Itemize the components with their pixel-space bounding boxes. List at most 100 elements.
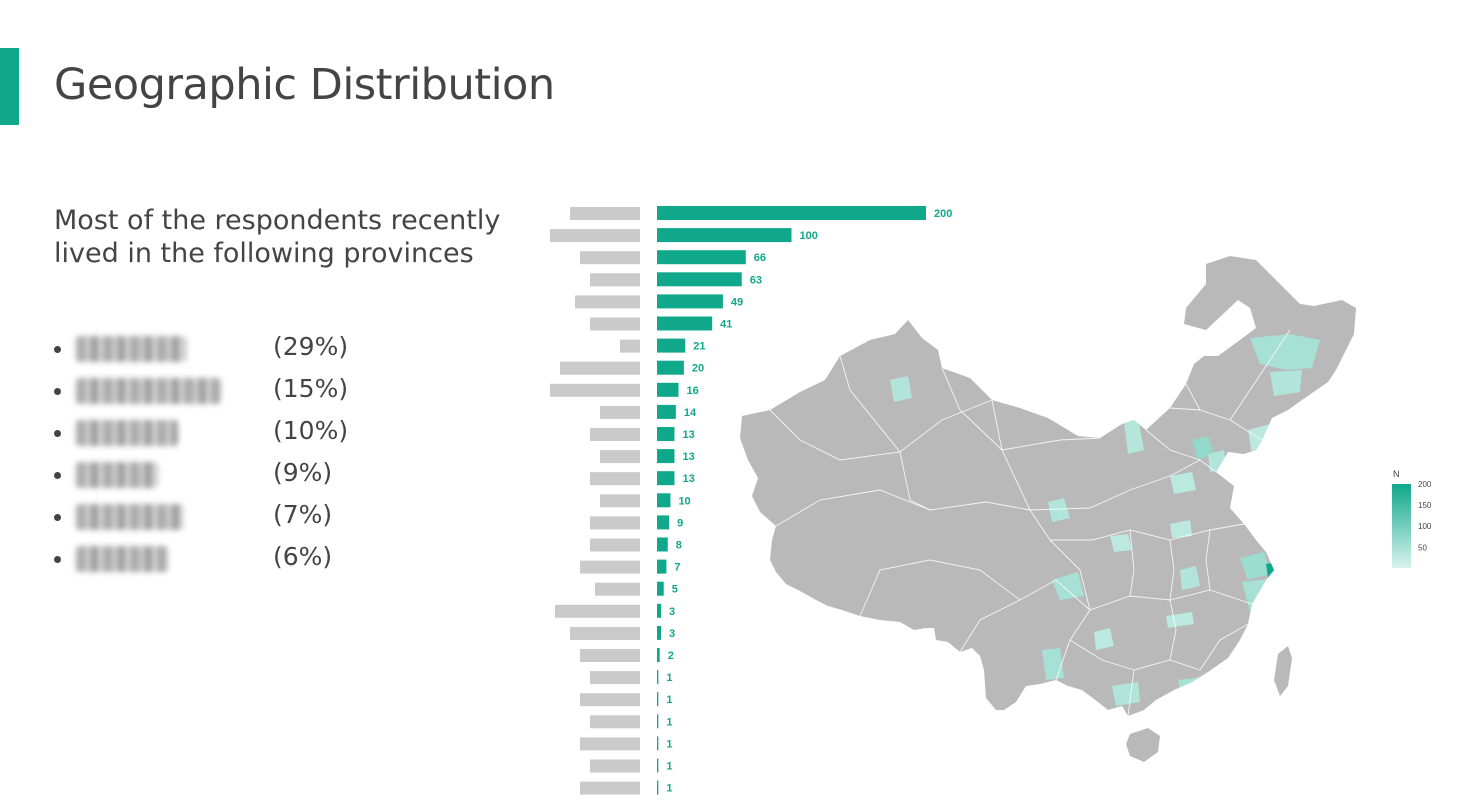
region-shandong: [1238, 472, 1270, 496]
bar: [657, 559, 667, 574]
province-percent: (7%): [273, 500, 333, 529]
legend-ticks: 200 150 100 50: [1418, 480, 1432, 552]
legend-tick-label: 150: [1418, 501, 1432, 510]
bar-value-label: 2: [668, 650, 674, 662]
bar-value-label: 200: [934, 208, 952, 220]
province-list-item: (9%): [54, 456, 374, 498]
title-accent-bar: [0, 48, 19, 125]
province-list-item: (10%): [54, 414, 374, 456]
legend-title: N: [1393, 469, 1400, 479]
bar-category-label-blurred: [590, 472, 640, 486]
bar: [657, 581, 664, 596]
bar: [657, 228, 792, 243]
bar: [657, 670, 659, 685]
bullet-icon: [54, 430, 61, 437]
bar: [657, 294, 723, 309]
bar-value-label: 20: [692, 363, 704, 375]
province-borders: [769, 329, 1291, 716]
color-legend: N 200 150 100 50: [1392, 469, 1432, 568]
bar-value-label: 1: [666, 783, 672, 795]
bar-value-label: 1: [666, 672, 672, 684]
province-name-blurred: [76, 336, 186, 362]
province-name-blurred: [76, 378, 221, 404]
bar-category-label-blurred: [580, 560, 640, 574]
china-choropleth-map: [740, 256, 1356, 762]
bar-category-label-blurred: [550, 383, 640, 397]
province-name-blurred: [76, 504, 184, 530]
bar-value-label: 3: [669, 628, 675, 640]
bar: [657, 316, 713, 331]
bar-category-label-blurred: [590, 317, 640, 331]
province-name-blurred: [76, 420, 178, 446]
bar-category-label-blurred: [620, 339, 640, 353]
bar: [657, 404, 676, 419]
province-list: (29%) (15%) (10%) (9%) (7%) (6%): [54, 330, 374, 582]
bar: [657, 206, 926, 220]
bar: [657, 692, 659, 707]
province-percent: (15%): [273, 374, 349, 403]
bar-category-label-blurred: [590, 715, 640, 729]
bar-value-label: 13: [682, 429, 694, 441]
region-chongqing: [1094, 628, 1114, 650]
bar-category-label-blurred: [590, 759, 640, 773]
bar-value-label: 13: [682, 451, 694, 463]
bar-category-label-blurred: [580, 251, 640, 265]
bar: [657, 250, 746, 265]
bullet-icon: [54, 388, 61, 395]
region-hubei: [1180, 566, 1200, 590]
bar-value-label: 1: [666, 716, 672, 728]
china-mainland-shape: [740, 256, 1356, 716]
bar: [657, 648, 660, 662]
bar: [657, 537, 668, 552]
legend-gradient-bar: [1392, 484, 1411, 568]
bar-value-label: 1: [666, 694, 672, 706]
bar: [657, 780, 659, 795]
bar: [657, 714, 659, 729]
bar-value-label: 14: [684, 407, 697, 419]
province-name-blurred: [76, 462, 158, 488]
province-list-item: (6%): [54, 540, 374, 582]
bar-value-label: 16: [687, 385, 699, 397]
legend-tick-label: 100: [1418, 522, 1432, 531]
province-bar-chart: 2001006663494121201614131313109875332111…: [550, 206, 952, 795]
bar: [657, 382, 679, 397]
bar-value-label: 10: [678, 495, 690, 507]
bar: [657, 360, 684, 375]
province-percent: (10%): [273, 416, 349, 445]
bar: [657, 427, 675, 441]
bar: [657, 449, 675, 464]
page-title: Geographic Distribution: [54, 60, 555, 110]
bullet-icon: [54, 472, 61, 479]
bar: [657, 515, 670, 530]
region-central-d: [1170, 520, 1192, 538]
bar: [657, 603, 662, 618]
bar-value-label: 1: [666, 761, 672, 773]
hainan-island-shape: [1126, 728, 1160, 762]
region-central-b: [1170, 472, 1196, 494]
bar-value-label: 3: [669, 606, 675, 618]
region-xinjiang-a: [890, 376, 912, 402]
province-percent: (6%): [273, 542, 333, 571]
bar-value-label: 5: [672, 584, 678, 596]
region-sichuan: [1052, 572, 1084, 600]
bar-category-label-blurred: [600, 450, 640, 464]
bullet-icon: [54, 556, 61, 563]
bar-category-label-blurred: [575, 295, 640, 309]
bar: [657, 471, 675, 486]
province-list-item: (7%): [54, 498, 374, 540]
region-shanghai: [1266, 562, 1280, 578]
bar-category-label-blurred: [550, 229, 640, 243]
bar-value-label: 100: [800, 230, 818, 242]
bar: [657, 493, 671, 508]
bar: [657, 736, 659, 751]
bullet-icon: [54, 346, 61, 353]
province-percent: (29%): [273, 332, 349, 361]
legend-tick-label: 200: [1418, 480, 1432, 489]
bar-category-label-blurred: [600, 494, 640, 508]
bar-value-label: 41: [720, 319, 732, 331]
region-jiangsu: [1240, 552, 1270, 580]
province-percent: (9%): [273, 458, 333, 487]
bar: [657, 338, 686, 353]
bar-value-label: 7: [674, 562, 680, 574]
province-name-blurred: [76, 546, 168, 572]
